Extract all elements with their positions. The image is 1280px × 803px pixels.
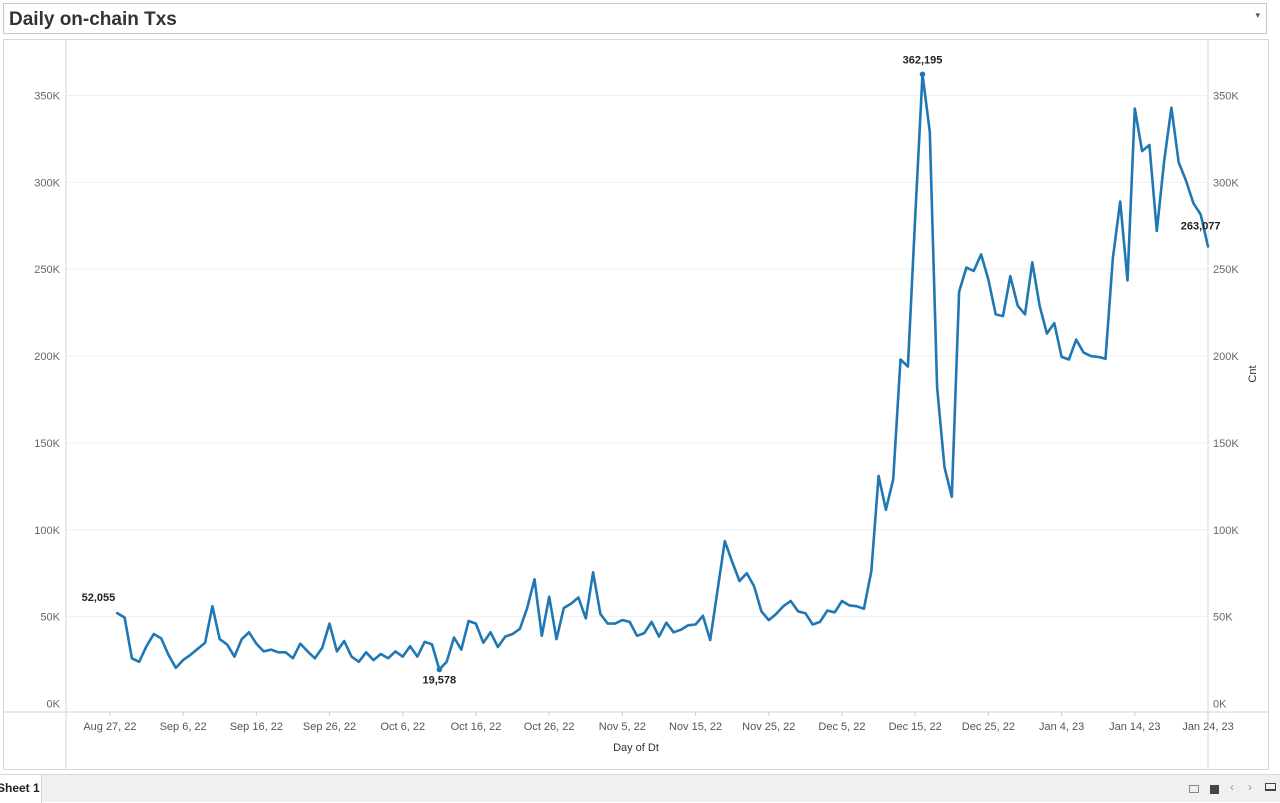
next-sheet-icon[interactable]: ›: [1248, 780, 1252, 794]
chart-title: Daily on-chain Txs: [9, 9, 177, 30]
annotation-label: 362,195: [903, 54, 943, 66]
y-tick-label-right: 200K: [1213, 351, 1239, 363]
y-tick-label-left: 0K: [47, 699, 61, 711]
annotation-marker: [436, 666, 443, 673]
y-tick-label-right: 150K: [1213, 438, 1239, 450]
dropdown-caret-icon[interactable]: ▾: [1255, 10, 1260, 20]
line-chart: 0K 0K 50K 50K 100K 100K 150K 150K 200K 200K 250K 25…: [3, 40, 1269, 770]
x-tick-label: Oct 6, 22: [380, 721, 425, 733]
axes: 0K 0K 50K 50K 100K 100K 150K 150K 200K 200K 250K 25…: [3, 40, 1269, 770]
gridlines: [66, 95, 1208, 618]
y-tick-label-right: 0K: [1213, 699, 1227, 711]
x-tick-label: Jan 24, 23: [1182, 721, 1233, 733]
y-tick-label-left: 150K: [34, 438, 60, 450]
x-tick-label: Sep 6, 22: [160, 721, 207, 733]
x-tick-label: Jan 14, 23: [1109, 721, 1160, 733]
annotations: 52,055 19,578 362,195 263,077: [82, 54, 1221, 686]
y-tick-label-right: 300K: [1213, 177, 1239, 189]
sheet-tab[interactable]: Sheet 1: [0, 775, 42, 803]
series-layer: [115, 73, 1210, 671]
annotation-marker: [919, 71, 926, 78]
grid-view-icon[interactable]: [1189, 785, 1199, 793]
y-axis-title-right: Cnt: [1247, 365, 1259, 382]
x-tick-label: Aug 27, 22: [83, 721, 136, 733]
x-tick-label: Sep 26, 22: [303, 721, 356, 733]
single-view-icon[interactable]: [1210, 785, 1219, 794]
x-tick-label: Nov 5, 22: [599, 721, 646, 733]
series-line: [115, 73, 1210, 671]
y-tick-label-left: 300K: [34, 177, 60, 189]
x-tick-label: Dec 5, 22: [818, 721, 865, 733]
y-tick-label-right: 350K: [1213, 91, 1239, 103]
x-tick-label: Dec 25, 22: [962, 721, 1015, 733]
x-tick-label: Nov 25, 22: [742, 721, 795, 733]
y-tick-label-left: 50K: [40, 612, 60, 624]
y-tick-label-left: 100K: [34, 525, 60, 537]
y-tick-label-right: 50K: [1213, 612, 1233, 624]
title-bar: Daily on-chain Txs ▾: [3, 3, 1267, 34]
x-tick-label: Nov 15, 22: [669, 721, 722, 733]
y-tick-label-left: 200K: [34, 351, 60, 363]
annotation-label: 52,055: [82, 592, 116, 604]
prev-sheet-icon[interactable]: ‹: [1230, 780, 1234, 794]
y-tick-label-left: 250K: [34, 264, 60, 276]
x-tick-label: Oct 16, 22: [451, 721, 502, 733]
x-tick-label: Sep 16, 22: [230, 721, 283, 733]
worksheet-frame: [3, 39, 1269, 770]
annotation-label: 19,578: [423, 674, 457, 686]
annotation-label: 263,077: [1181, 220, 1221, 232]
y-tick-label-right: 250K: [1213, 264, 1239, 276]
x-tick-label: Oct 26, 22: [524, 721, 575, 733]
presentation-icon[interactable]: [1265, 783, 1276, 791]
x-tick-label: Jan 4, 23: [1039, 721, 1084, 733]
y-tick-label-left: 350K: [34, 91, 60, 103]
x-axis-title: Day of Dt: [613, 742, 659, 754]
status-bar: Sheet 1 ‹ ›: [0, 774, 1280, 803]
x-tick-label: Dec 15, 22: [889, 721, 942, 733]
y-tick-label-right: 100K: [1213, 525, 1239, 537]
